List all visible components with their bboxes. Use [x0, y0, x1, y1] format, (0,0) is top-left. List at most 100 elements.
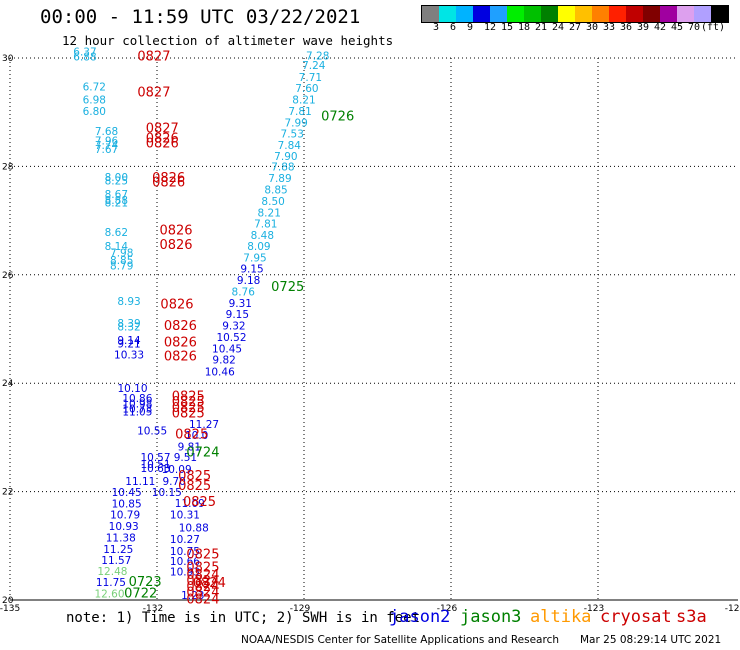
color-scale-cell	[473, 6, 490, 22]
wave-height-value: 7.90	[274, 151, 297, 163]
color-scale-label: 12	[484, 22, 497, 33]
wave-height-value: 7.81	[288, 106, 311, 118]
wave-height-value: 9.31	[229, 298, 252, 310]
wave-height-value: 10.10	[117, 383, 147, 395]
wave-height-value: 7.28	[306, 51, 329, 63]
pass-time-label: 0824	[186, 574, 219, 589]
color-scale-label: 24	[552, 22, 565, 33]
wave-height-value: 8.62	[105, 227, 128, 239]
legend-s3a: s3a	[676, 607, 707, 627]
pass-time-label: 0825	[178, 469, 211, 484]
pass-time-label: 0826	[152, 175, 185, 190]
wave-height-value: 7.60	[295, 83, 318, 95]
color-scale-cell	[456, 6, 473, 22]
wave-height-value: 9.15	[226, 309, 249, 321]
color-scale-label: 6	[450, 22, 457, 33]
wave-height-value: 8.88	[105, 195, 128, 207]
wave-height-value: 10.45	[212, 343, 242, 355]
wave-height-value: 10.86	[122, 393, 152, 405]
wave-height-labels: 7.287.247.717.608.217.817.997.537.847.90…	[73, 46, 329, 602]
legend-jason2: jason2	[389, 607, 451, 627]
wave-height-value: 10.0	[185, 430, 208, 442]
color-scale-cell	[439, 6, 456, 22]
color-scale-label: 36	[620, 22, 633, 33]
wave-height-value: 6.72	[83, 82, 106, 94]
wave-height-value: 10.09	[162, 464, 192, 476]
pass-time-label: 0725	[271, 280, 304, 295]
color-scale-label: 30	[586, 22, 599, 33]
color-scale-cell	[592, 6, 609, 22]
wave-height-value: 9.82	[212, 355, 235, 367]
color-scale-cell	[694, 6, 711, 22]
wave-height-value: 11.27	[189, 419, 219, 431]
color-scale-label: 21	[535, 22, 548, 33]
wave-height-value: 7.68	[95, 126, 118, 138]
wave-height-value: 7.89	[268, 173, 291, 185]
wave-height-value: 7.24	[302, 60, 326, 72]
pass-time-label: 0824	[193, 576, 226, 591]
wave-height-value: 8.67	[105, 189, 128, 201]
wave-height-value: 7.74	[95, 140, 119, 152]
wave-height-value: 6.80	[83, 106, 106, 118]
wave-height-value: 9.51	[174, 452, 197, 464]
pass-time-label: 0824	[186, 580, 219, 595]
wave-height-value: 8.76	[232, 286, 256, 298]
wave-height-value: 10.88	[179, 523, 209, 535]
x-tick-label: -123	[584, 604, 604, 614]
color-scale-cell	[711, 6, 728, 22]
wave-height-value: 9.21	[117, 338, 140, 350]
color-scale-label: (ft)	[701, 22, 726, 33]
generated-timestamp: Mar 25 08:29:14 UTC 2021	[580, 634, 722, 646]
wave-height-value: 8.79	[110, 260, 133, 272]
chart-subtitle: 12 hour collection of altimeter wave hei…	[62, 33, 394, 48]
wave-height-value: 8.21	[258, 207, 281, 219]
color-scale-cell	[626, 6, 643, 22]
color-scale-label: 3	[433, 22, 440, 33]
wave-height-value: 10.55	[137, 426, 167, 438]
wave-height-value: 10.66	[170, 556, 200, 568]
wave-height-value: 9.18	[237, 275, 260, 287]
legend-altika: altika	[530, 607, 592, 627]
wave-height-value: 8.93	[117, 296, 140, 308]
y-tick-label: 24	[2, 379, 14, 389]
credit-line: NOAA/NESDIS Center for Satellite Applica…	[241, 634, 559, 646]
color-scale-label: 45	[671, 22, 684, 33]
wave-height-value: 10.45	[112, 487, 142, 499]
wave-height-value: 10.75	[170, 546, 200, 558]
page-title: 00:00 - 11:59 UTC 03/22/2021	[40, 6, 361, 28]
pass-time-label: 0825	[178, 479, 211, 494]
pass-time-label: 0826	[164, 335, 197, 350]
wave-height-value: 10.93	[109, 521, 139, 533]
color-scale-label: 42	[654, 22, 667, 33]
pass-time-label: 0724	[186, 445, 219, 460]
wave-height-value: 10.93	[170, 567, 200, 579]
color-scale-label: 39	[637, 22, 650, 33]
plot-frame	[9, 58, 738, 601]
pass-time-label: 0824	[186, 592, 219, 607]
y-tick-label: 26	[2, 271, 14, 281]
wave-height-value: 10.98	[122, 399, 152, 411]
wave-height-value: 8.00	[105, 172, 128, 184]
color-scale-label: 33	[603, 22, 616, 33]
wave-height-value: 10.51	[140, 459, 170, 471]
color-scale-cell	[643, 6, 660, 22]
wave-height-value: 8.50	[261, 196, 284, 208]
wave-height-value: 7.81	[254, 219, 277, 231]
wave-height-value: 8.21	[292, 95, 315, 107]
x-tick-label: -129	[290, 604, 311, 614]
wave-height-value: 8.14	[105, 241, 129, 253]
wave-height-value: 8.21	[105, 198, 128, 210]
wave-height-value: 10.31	[170, 510, 200, 522]
color-scale-cell	[677, 6, 694, 22]
wave-height-value: 7.71	[299, 72, 322, 84]
color-scale-bar	[421, 5, 729, 23]
y-tick-label: 28	[2, 162, 14, 172]
y-tick-label: 22	[2, 488, 13, 498]
wave-height-value: 7.67	[95, 144, 118, 156]
wave-height-value: 7.84	[278, 140, 302, 152]
pass-time-label: 0826	[164, 349, 197, 364]
pass-time-label: 0826	[152, 171, 185, 186]
wave-height-value: 6.37	[73, 46, 96, 58]
wave-height-value: 10.33	[114, 349, 144, 361]
wave-height-value: 6.88	[73, 52, 96, 64]
